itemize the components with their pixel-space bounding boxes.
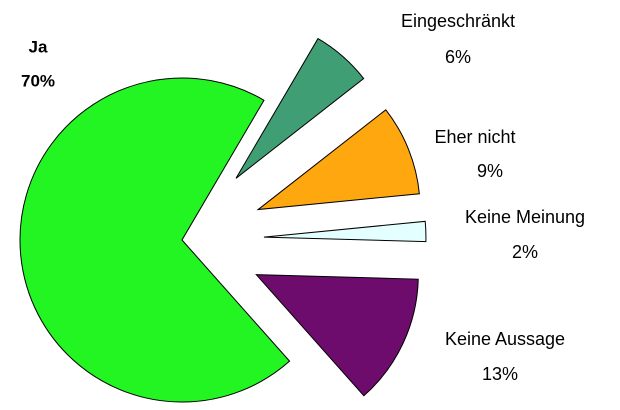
pie-slice: [235, 37, 365, 179]
pie-slice: [263, 220, 427, 243]
slice-label: Keine Meinung: [465, 207, 585, 227]
slice-value-label: 70%: [21, 71, 55, 90]
slice-label: Keine Aussage: [445, 329, 565, 349]
slice-value-label: 6%: [445, 47, 471, 67]
pie-slice: [255, 274, 419, 397]
slice-value-label: 9%: [477, 161, 503, 181]
slice-label: Eher nicht: [434, 127, 515, 147]
pie-slice: [19, 77, 291, 403]
slice-value-label: 13%: [482, 364, 518, 384]
slice-label: Ja: [29, 37, 48, 56]
pie-slice: [256, 109, 420, 211]
slice-label: Eingeschränkt: [401, 11, 515, 31]
slice-value-label: 2%: [512, 242, 538, 262]
